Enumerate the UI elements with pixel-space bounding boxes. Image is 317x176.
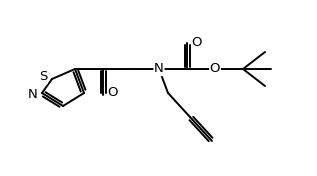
Text: O: O: [210, 62, 220, 76]
Text: O: O: [192, 36, 202, 49]
Text: S: S: [39, 71, 47, 83]
Text: N: N: [28, 87, 38, 100]
Text: N: N: [154, 62, 164, 76]
Text: O: O: [108, 86, 118, 99]
